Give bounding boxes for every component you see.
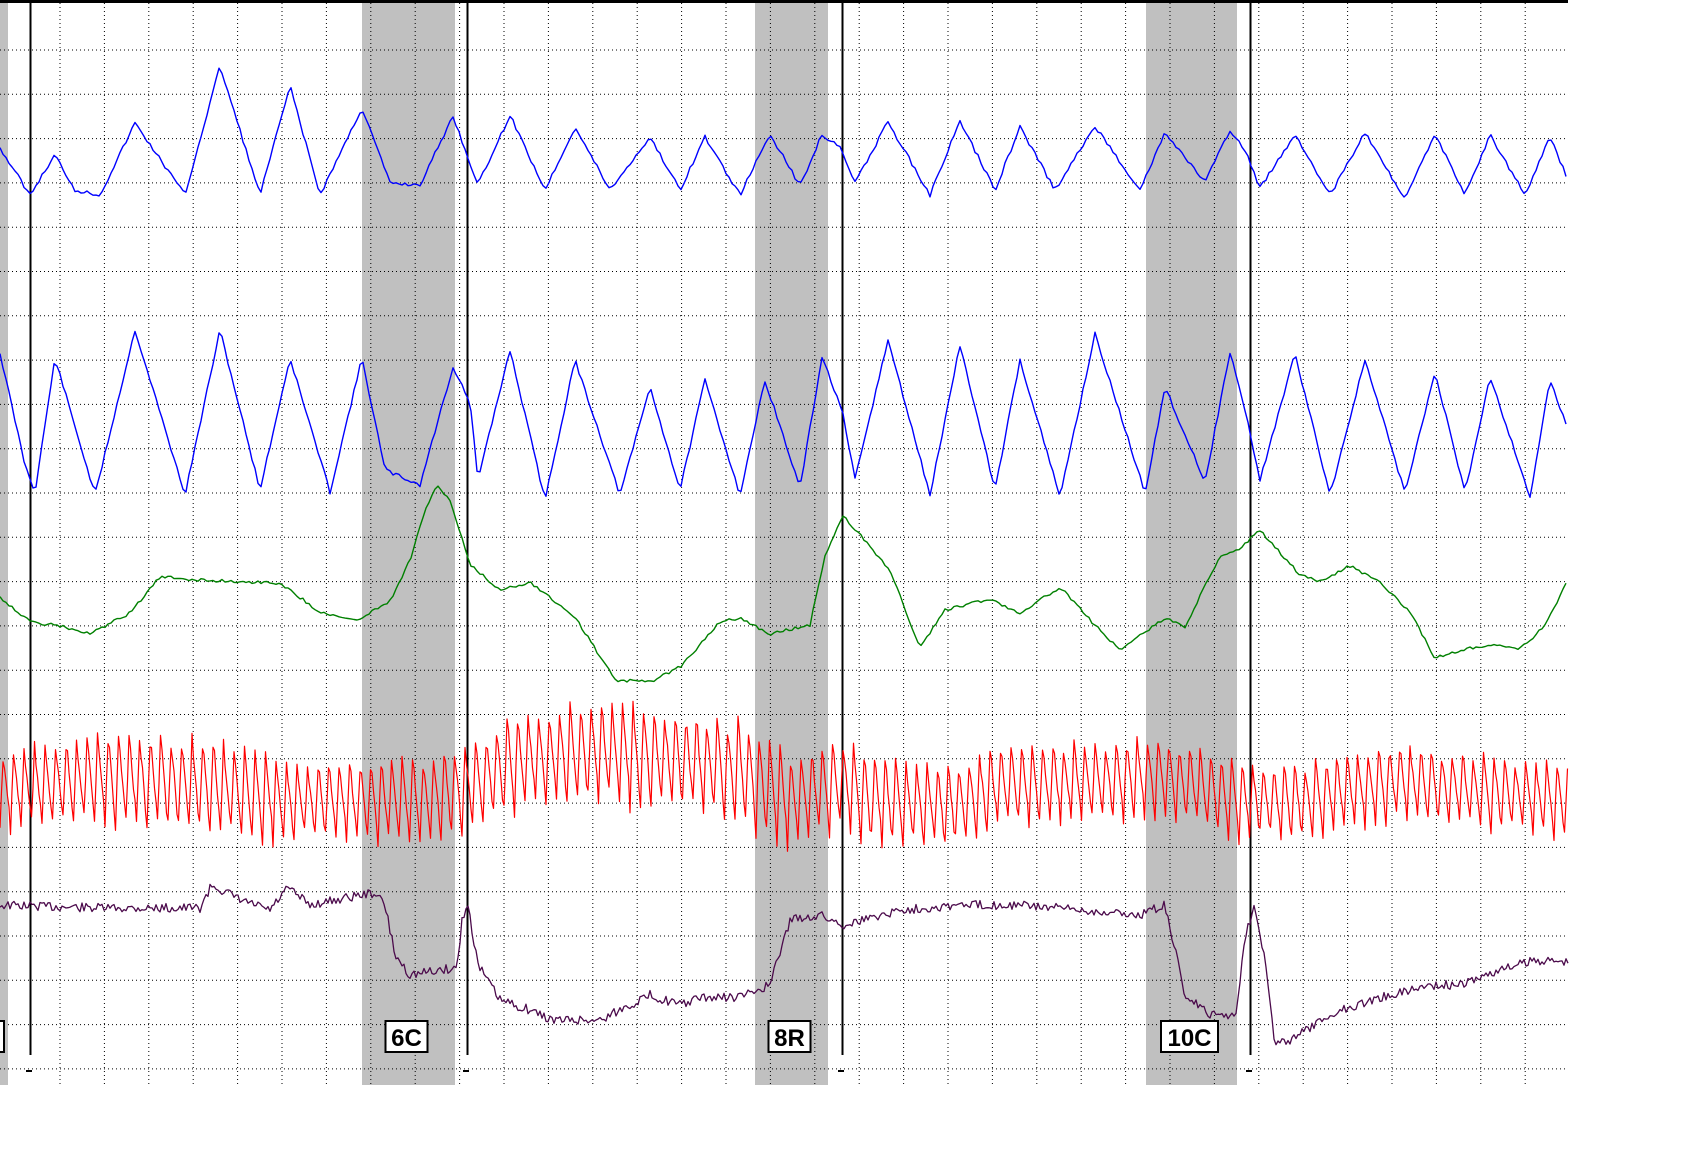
- question-shade-0: [0, 3, 8, 1085]
- question-label-box-10C: [1160, 1020, 1219, 1053]
- question-label-box-partial: [0, 1020, 5, 1053]
- question-label-6C: 6C: [391, 1025, 422, 1052]
- pneumo-upper-trace: [0, 67, 1567, 198]
- question-label-box-6C: [384, 1020, 429, 1053]
- eda-trace: [0, 485, 1567, 683]
- question-shade-1: [362, 3, 455, 1085]
- series-layer: [0, 67, 1569, 1046]
- pneumo-lower-trace: [0, 330, 1567, 498]
- motion-trace: [0, 883, 1569, 1046]
- question-shade-2: [755, 3, 828, 1085]
- cardio-trace: [0, 700, 1569, 852]
- question-label-10C: 10C: [1167, 1025, 1211, 1052]
- question-label-8R: 8R: [774, 1025, 805, 1052]
- question-label-layer: 6C 8R 10C: [0, 1020, 1219, 1053]
- question-marker-layer: [26, 3, 1252, 1072]
- question-shade-3: [1146, 3, 1237, 1085]
- question-label-box-8R: [767, 1020, 812, 1053]
